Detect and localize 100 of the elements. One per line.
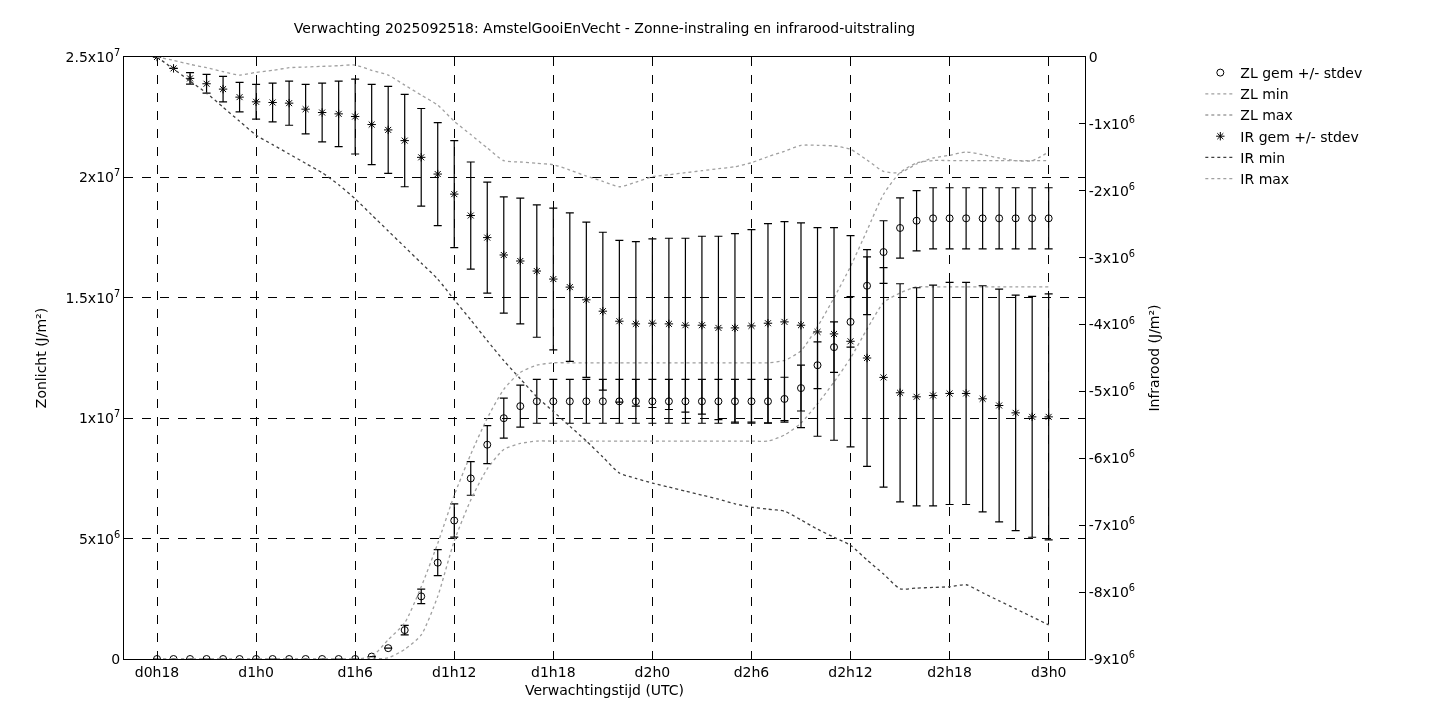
point <box>449 189 459 199</box>
point <box>417 592 426 601</box>
point <box>813 361 822 370</box>
point <box>862 353 872 363</box>
x-tick-label: d2h12 <box>828 663 873 680</box>
point <box>317 107 327 118</box>
y-tick-label: 1x10$^{7}$ <box>78 408 121 427</box>
point <box>615 397 624 406</box>
legend-label: ZL max <box>1240 107 1293 124</box>
y-tick-label: 5x10$^{6}$ <box>78 528 121 547</box>
x-tick-label: d1h0 <box>238 663 274 680</box>
point <box>582 397 591 406</box>
legend-label: ZL min <box>1240 86 1289 103</box>
x-tick-label: d2h6 <box>733 663 770 680</box>
x-tick-label: d0h18 <box>134 663 180 680</box>
point <box>515 256 525 266</box>
point <box>647 318 658 328</box>
point <box>168 63 179 74</box>
point <box>895 388 905 398</box>
point <box>863 281 872 290</box>
point <box>350 111 360 122</box>
point <box>433 169 443 179</box>
point <box>1010 408 1021 418</box>
y2-tick-label: -2x10$^{6}$ <box>1088 180 1136 199</box>
point <box>1027 412 1037 422</box>
point <box>896 223 905 232</box>
y2-tick-label: -9x10$^{6}$ <box>1088 649 1136 667</box>
y2-tick-label: -8x10$^{6}$ <box>1088 582 1136 601</box>
point <box>878 372 889 383</box>
point <box>450 516 459 525</box>
point <box>466 210 476 221</box>
point <box>482 232 492 243</box>
point <box>796 384 805 393</box>
point <box>912 216 921 225</box>
point <box>251 97 261 107</box>
point <box>416 152 426 163</box>
point <box>483 440 492 449</box>
x-tick-label: d2h0 <box>634 663 671 680</box>
point <box>664 397 673 406</box>
point <box>879 248 888 257</box>
point <box>763 397 772 406</box>
y2-tick-label: -5x10$^{6}$ <box>1088 381 1136 400</box>
point <box>994 400 1004 411</box>
point <box>581 295 592 305</box>
x-tick-label: d1h18 <box>531 663 576 680</box>
point <box>929 214 938 223</box>
point <box>516 402 525 411</box>
point <box>945 214 954 223</box>
point <box>763 318 773 328</box>
x-tick-label: d1h12 <box>432 663 477 680</box>
point <box>780 394 789 403</box>
point <box>714 397 723 406</box>
point <box>978 214 987 223</box>
point <box>565 282 575 292</box>
line-series <box>156 57 1050 626</box>
point <box>366 119 377 130</box>
x-tick-label: d2h18 <box>927 663 972 680</box>
point <box>499 414 508 423</box>
point <box>218 84 228 94</box>
point <box>631 319 641 329</box>
point <box>384 644 393 653</box>
point <box>466 474 475 483</box>
legend-label: ZL gem +/- stdev <box>1240 65 1363 82</box>
point <box>829 329 839 339</box>
y2-tick-label: -6x10$^{6}$ <box>1088 448 1136 467</box>
point <box>977 394 988 404</box>
point <box>664 319 674 329</box>
legend-label: IR max <box>1240 171 1290 188</box>
point <box>433 558 442 567</box>
point <box>300 104 311 114</box>
point <box>747 397 756 406</box>
legend-label: IR min <box>1240 149 1286 166</box>
point <box>944 388 955 399</box>
point <box>400 135 410 146</box>
point <box>631 397 640 406</box>
point <box>779 317 790 327</box>
point <box>267 97 278 108</box>
point <box>598 306 608 316</box>
point <box>846 317 855 326</box>
point <box>928 390 938 401</box>
point <box>367 652 376 659</box>
x-axis-title: Verwachtingstijd (UTC) <box>524 682 685 699</box>
point <box>1043 412 1054 422</box>
point <box>201 79 212 89</box>
point <box>383 125 393 135</box>
point <box>1011 214 1020 223</box>
point <box>284 98 294 108</box>
y-tick-label: 2x10$^{7}$ <box>78 167 121 186</box>
y-axis-title: Zonlicht (J/m²) <box>33 307 50 409</box>
point <box>713 323 724 333</box>
chart-title: Verwachting 2025092518: AmstelGooiEnVecht - Zonne-instraling en infrarood-uitstraling <box>293 19 916 36</box>
point <box>796 320 806 330</box>
point <box>812 327 823 337</box>
y-tick-label: 0 <box>111 650 121 667</box>
x-tick-label: d1h6 <box>337 663 374 680</box>
y2-tick-label: -7x10$^{6}$ <box>1088 515 1136 534</box>
point <box>598 397 607 406</box>
point <box>1028 214 1037 223</box>
point <box>962 214 971 223</box>
point <box>548 274 559 284</box>
